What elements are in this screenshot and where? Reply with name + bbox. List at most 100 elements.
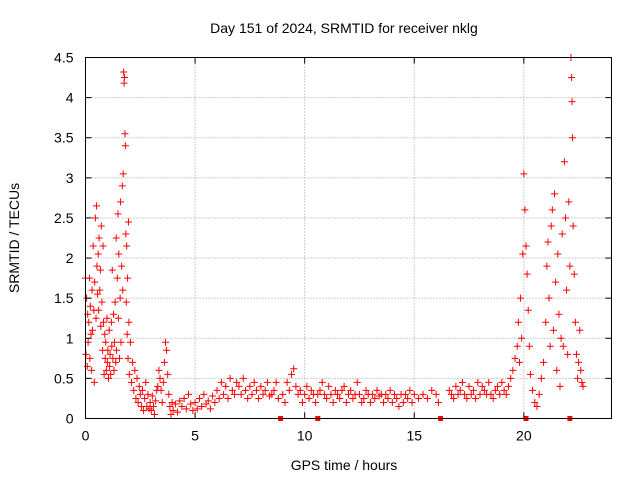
data-point	[121, 74, 129, 82]
data-point	[185, 390, 193, 398]
data-point	[99, 318, 107, 326]
data-point	[121, 130, 129, 138]
data-point	[92, 314, 100, 322]
data-point	[568, 74, 576, 82]
data-point	[469, 386, 477, 394]
data-point	[255, 394, 263, 402]
data-point	[487, 390, 495, 398]
data-point	[111, 298, 119, 306]
data-point	[558, 230, 566, 238]
data-point	[338, 386, 346, 394]
data-point	[320, 390, 328, 398]
data-point	[566, 262, 574, 270]
data-point	[235, 382, 243, 390]
data-point	[112, 358, 120, 366]
data-point	[106, 362, 114, 370]
data-point	[410, 390, 418, 398]
data-point	[524, 306, 532, 314]
data-point	[103, 358, 111, 366]
x-tick-label: 15	[406, 428, 422, 444]
y-axis-label: SRMTID / TECUs	[6, 183, 22, 293]
data-point	[298, 398, 306, 406]
data-point	[366, 398, 374, 406]
data-point	[116, 294, 124, 302]
data-point	[147, 406, 155, 414]
data-point	[239, 374, 247, 382]
chart-title: Day 151 of 2024, SRMTID for receiver nkl…	[210, 20, 478, 36]
data-point	[222, 382, 230, 390]
data-point	[204, 397, 212, 405]
data-point	[518, 334, 526, 342]
data-point	[545, 294, 553, 302]
data-point	[450, 394, 458, 402]
data-point	[526, 370, 534, 378]
data-point	[159, 378, 167, 386]
data-point	[388, 398, 396, 406]
data-point	[224, 394, 232, 402]
data-point	[434, 398, 442, 406]
data-point	[252, 386, 260, 394]
data-point	[228, 386, 236, 394]
data-point	[119, 286, 127, 294]
data-point	[100, 370, 108, 378]
data-point	[283, 378, 291, 386]
data-point	[142, 378, 150, 386]
data-point	[268, 390, 276, 398]
data-point	[571, 318, 579, 326]
data-point	[198, 402, 206, 410]
data-point	[141, 394, 149, 402]
data-point	[101, 354, 109, 362]
data-point	[563, 286, 571, 294]
data-point	[491, 386, 499, 394]
data-point	[90, 378, 98, 386]
data-point	[96, 286, 104, 294]
data-point	[123, 242, 131, 250]
data-point	[131, 366, 139, 374]
data-point	[124, 274, 132, 282]
data-point	[117, 198, 125, 206]
data-point	[133, 374, 141, 382]
data-point	[107, 318, 115, 326]
data-point	[305, 394, 313, 402]
data-point	[399, 398, 407, 406]
data-point	[489, 394, 497, 402]
data-point	[358, 398, 366, 406]
data-point	[155, 366, 163, 374]
data-point	[113, 274, 121, 282]
y-tick-label: 0	[66, 411, 74, 427]
x-tick-label: 10	[297, 428, 313, 444]
data-point	[498, 378, 506, 386]
data-point	[102, 338, 110, 346]
data-point	[129, 358, 137, 366]
data-point	[103, 314, 111, 322]
data-point	[140, 406, 148, 414]
data-point	[476, 390, 484, 398]
data-points	[82, 54, 587, 421]
data-point	[182, 405, 190, 413]
data-point	[465, 382, 473, 390]
data-point	[485, 378, 493, 386]
data-point	[281, 398, 289, 406]
data-point	[577, 366, 585, 374]
data-point	[345, 390, 352, 398]
y-tick-label: 3.5	[54, 130, 74, 146]
data-point	[95, 234, 103, 242]
data-point	[146, 398, 154, 406]
data-point	[96, 266, 104, 274]
data-point	[272, 378, 280, 386]
data-point	[86, 354, 94, 362]
data-point	[93, 262, 101, 270]
data-point	[176, 397, 184, 405]
data-point	[106, 350, 114, 358]
data-point	[294, 390, 302, 398]
data-point	[535, 390, 543, 398]
data-point	[568, 134, 576, 142]
data-point	[122, 230, 130, 238]
data-point	[382, 390, 390, 398]
data-point	[126, 338, 134, 346]
data-point	[89, 326, 97, 334]
data-point	[113, 346, 121, 354]
data-point	[152, 397, 160, 405]
data-point	[360, 394, 368, 402]
